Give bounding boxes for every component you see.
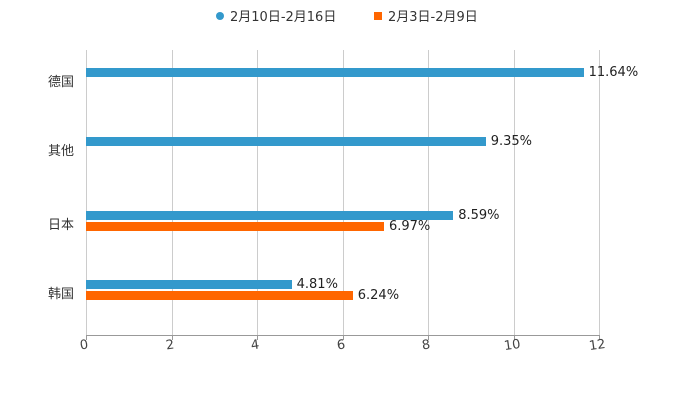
gridline xyxy=(428,50,429,335)
data-label: 8.59% xyxy=(458,208,500,223)
bar[interactable] xyxy=(86,280,292,289)
x-tick-label: 6 xyxy=(335,337,347,354)
x-tick-label: 2 xyxy=(164,337,176,354)
bar[interactable] xyxy=(86,291,353,300)
gridline xyxy=(257,50,258,335)
category-label: 韩国 xyxy=(48,287,75,302)
data-label: 6.24% xyxy=(357,288,400,303)
square-marker-icon xyxy=(374,11,382,20)
bar[interactable] xyxy=(86,137,486,146)
x-tick-label: 0 xyxy=(78,337,90,354)
x-tick-label: 4 xyxy=(249,337,261,354)
category-label: 其他 xyxy=(48,144,75,159)
gridline xyxy=(172,50,173,335)
bar[interactable] xyxy=(86,68,584,77)
gridline xyxy=(514,50,515,335)
data-label: 6.97% xyxy=(388,219,431,234)
legend-item-series-2[interactable]: 2月3日-2月9日 xyxy=(374,6,478,25)
data-label: 11.64% xyxy=(588,65,639,80)
axis-tick xyxy=(257,335,258,340)
axis-tick xyxy=(428,335,429,340)
category-label: 德国 xyxy=(48,75,75,90)
axis-tick xyxy=(514,335,515,340)
chart-legend: 2月10日-2月16日 2月3日-2月9日 xyxy=(0,6,700,25)
axis-tick xyxy=(343,335,344,340)
circle-marker-icon xyxy=(216,11,224,20)
legend-label: 2月3日-2月9日 xyxy=(388,10,478,25)
legend-label: 2月10日-2月16日 xyxy=(230,10,337,25)
axis-tick xyxy=(599,335,600,340)
x-tick-label: 8 xyxy=(420,337,432,354)
gridline xyxy=(599,50,600,335)
axis-tick xyxy=(172,335,173,340)
data-label: 9.35% xyxy=(490,134,533,149)
gridline xyxy=(86,50,87,335)
category-label: 日本 xyxy=(48,218,75,233)
gridline xyxy=(343,50,344,335)
legend-item-series-1[interactable]: 2月10日-2月16日 xyxy=(216,6,336,25)
data-label: 4.81% xyxy=(296,277,338,292)
x-axis-line xyxy=(86,335,600,336)
bar[interactable] xyxy=(86,211,454,220)
axis-tick xyxy=(86,335,87,340)
x-tick-label: 12 xyxy=(588,336,607,355)
bar[interactable] xyxy=(86,222,384,231)
x-tick-label: 10 xyxy=(503,336,522,355)
